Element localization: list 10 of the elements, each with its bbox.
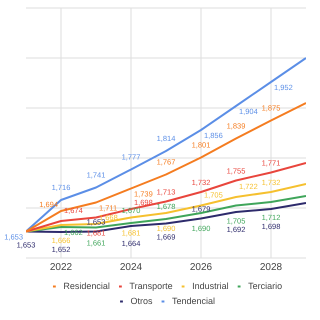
- legend-label: Otros: [130, 296, 153, 306]
- legend-label: Terciario: [248, 280, 282, 291]
- legend-label: Residencial: [63, 280, 110, 291]
- legend-label: Transporte: [129, 280, 173, 291]
- x-tick-label: 2022: [50, 262, 73, 273]
- legend-label: Tendencial: [172, 296, 216, 306]
- x-tick-label: 2024: [120, 262, 143, 273]
- x-tick-label: 2028: [260, 262, 283, 273]
- x-tick-label: 2026: [190, 262, 213, 273]
- legend-label: Industrial: [192, 280, 229, 291]
